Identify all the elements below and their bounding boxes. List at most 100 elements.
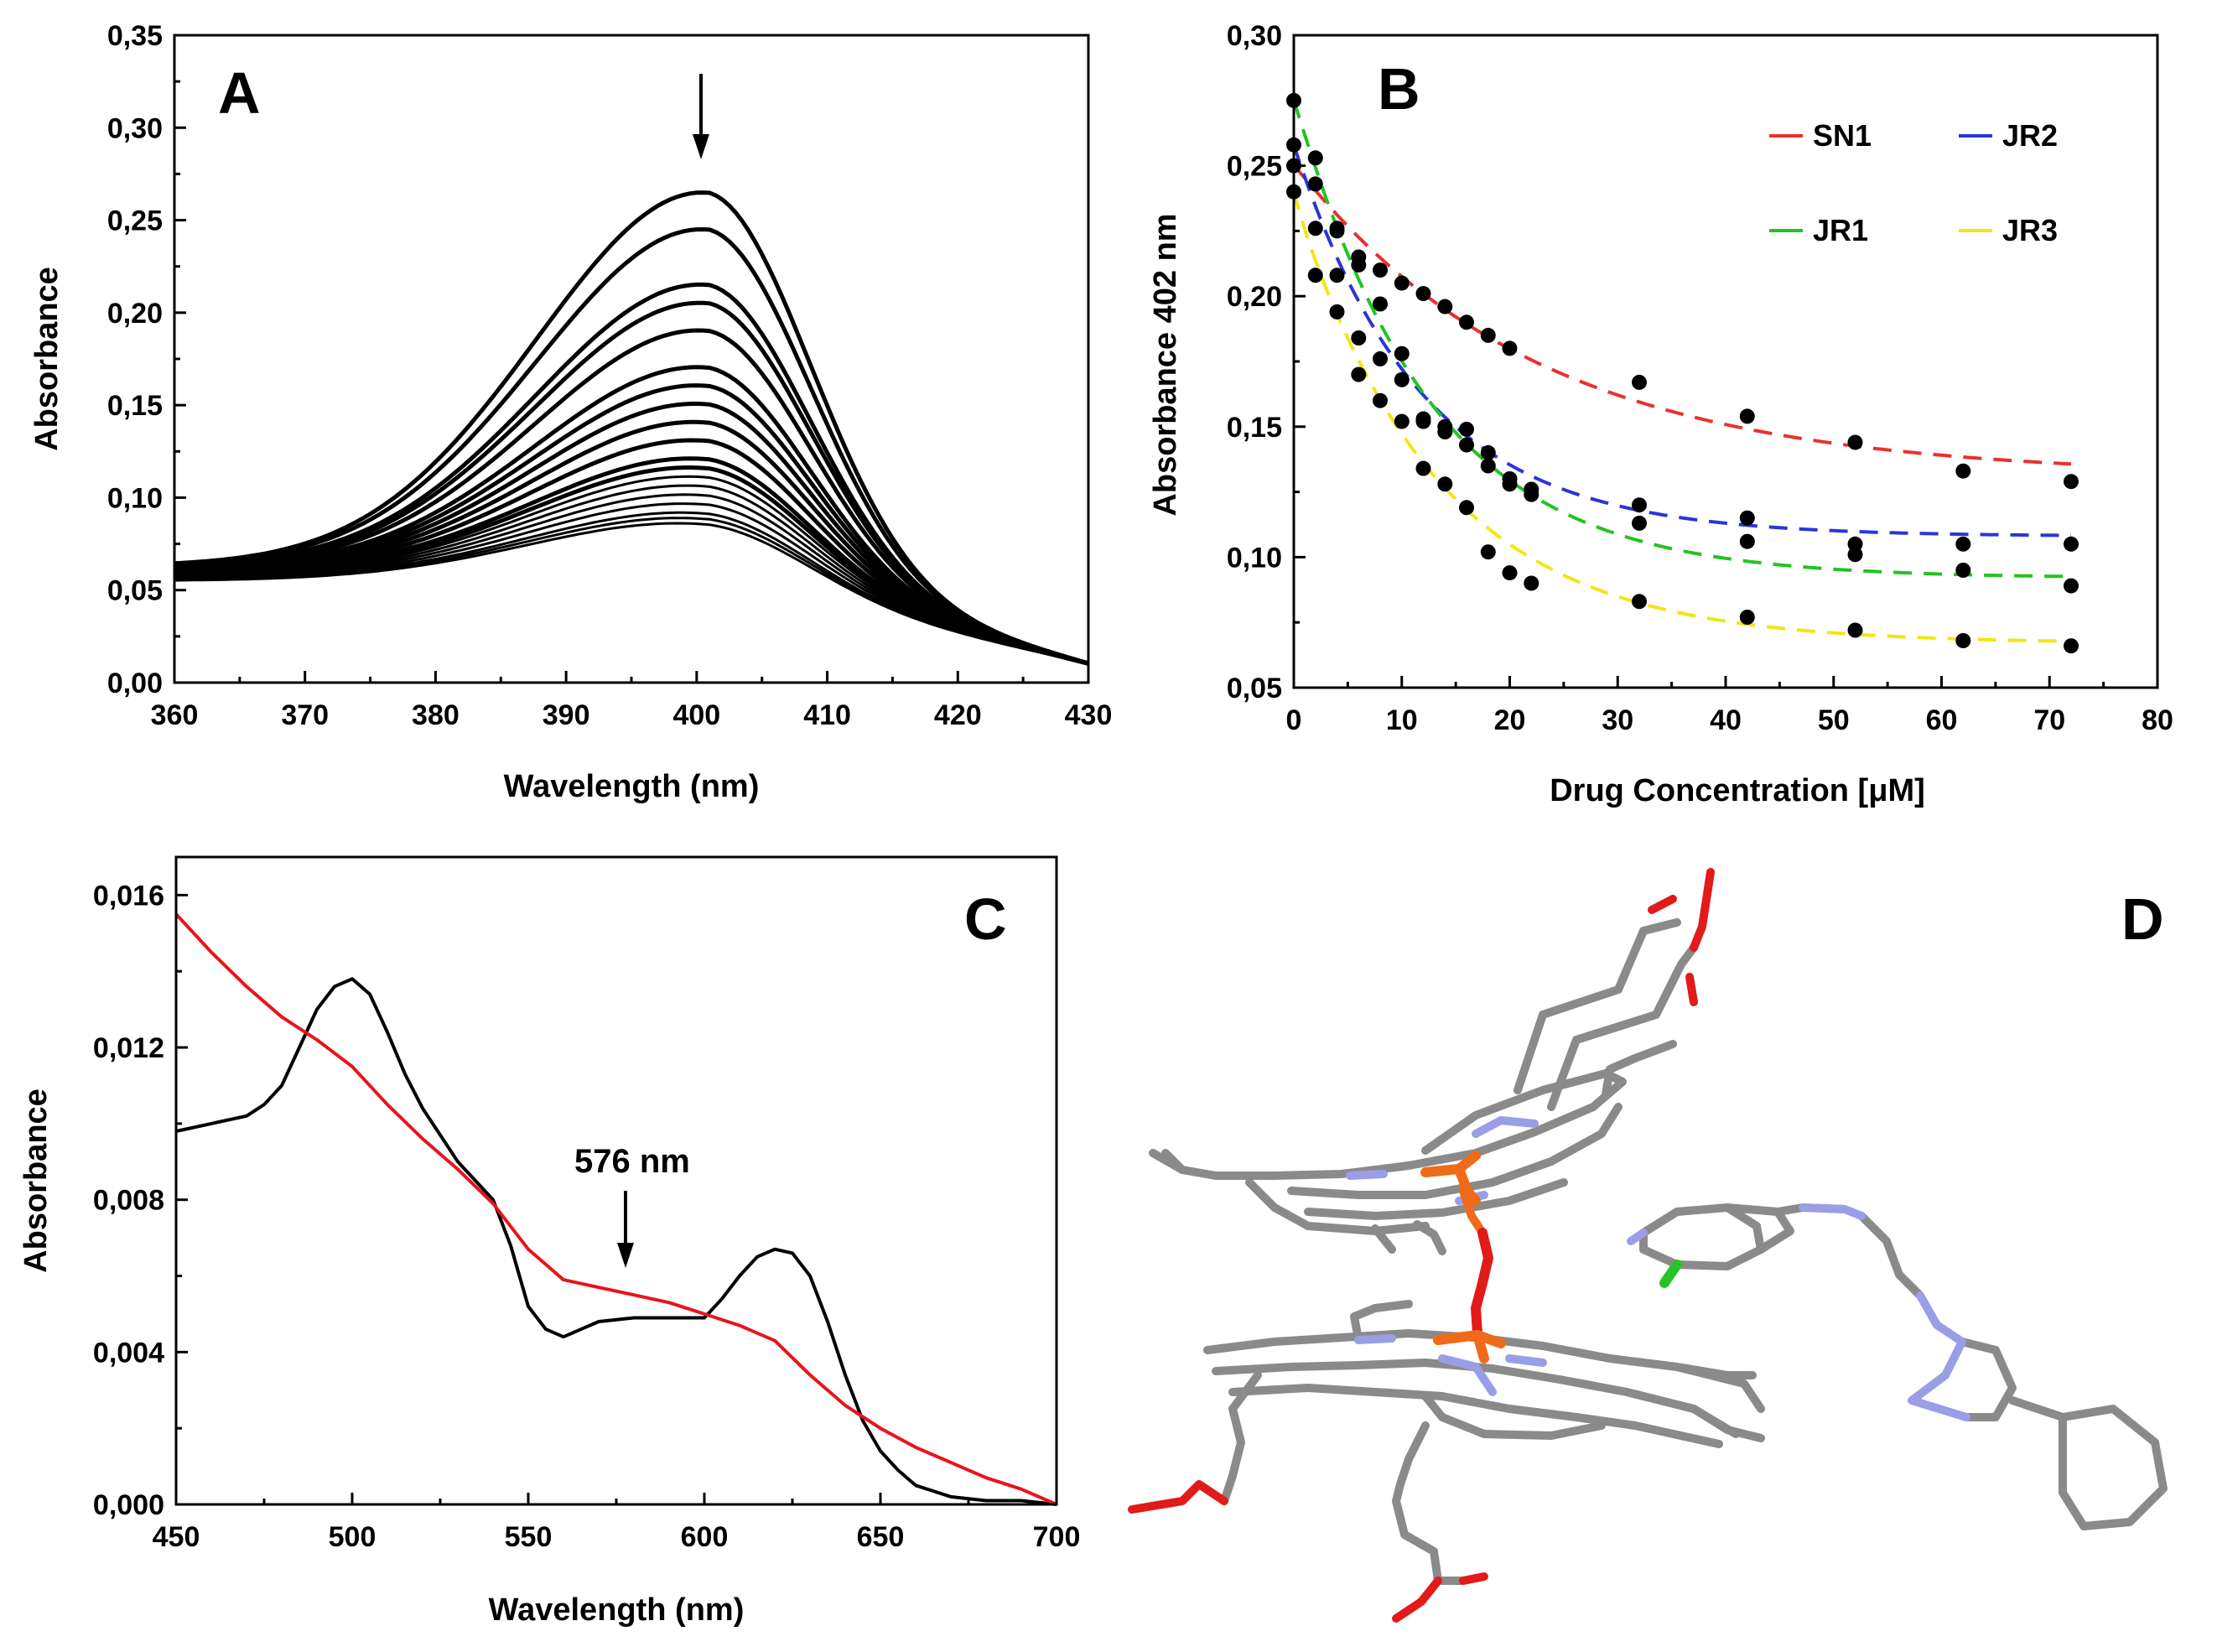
data-point-jr1 <box>1847 547 1863 563</box>
panel-b: 0 10 20 30 40 50 60 70 80 0,05 0,10 0,15 0,20 0,25 0,3… <box>1148 20 2173 808</box>
data-point-jr3 <box>1955 633 1971 648</box>
x-tick-label: 390 <box>543 699 590 731</box>
fit-curve-sn1 <box>1292 164 2072 466</box>
upper-propionate-3 <box>1602 1040 1677 1099</box>
x-tick-label: 60 <box>1926 704 1958 736</box>
lower-carbonyl-left <box>1128 1480 1228 1514</box>
data-point-jr2 <box>1847 536 1863 552</box>
y-tick-label: 0,30 <box>1227 20 1282 52</box>
data-point-jr1 <box>1351 257 1367 273</box>
panel-c-arrow-head <box>617 1243 634 1268</box>
upper-carbonyl-3 <box>1685 973 1698 1006</box>
data-point-jr3 <box>1373 392 1388 408</box>
lower-carbonyl-bottom-1 <box>1459 1572 1488 1585</box>
panel-c-frame <box>174 855 1058 1506</box>
panel-d-letter: D <box>2121 886 2164 952</box>
upper-n-2 <box>1472 1116 1539 1138</box>
upper-ring-4 <box>1245 1178 1430 1235</box>
data-point-sn1 <box>1955 463 1971 479</box>
y-tick-label: 0,25 <box>107 205 163 237</box>
data-point-jr2 <box>1955 536 1971 552</box>
data-point-jr1 <box>1307 150 1323 166</box>
data-point-jr2 <box>1480 458 1496 474</box>
panel-c-ylabel: Absorbance <box>18 1088 54 1273</box>
lower-acid-oxygens <box>1128 1480 1488 1623</box>
data-point-sn1 <box>1502 340 1518 356</box>
spectrum-line <box>174 226 1089 666</box>
oxo-bridge-oxygen <box>1471 1228 1493 1338</box>
upper-sidechain-left <box>1149 1149 1279 1180</box>
y-tick-label: 0,05 <box>107 575 163 607</box>
data-point-sn1 <box>1847 434 1863 450</box>
x-tick-label: 410 <box>803 699 851 731</box>
data-point-sn1 <box>1480 327 1496 343</box>
spectrum-black <box>175 977 1057 1506</box>
lower-n-1 <box>1354 1334 1396 1344</box>
lower-carbonyl-bottom-2 <box>1392 1577 1442 1623</box>
lower-porphyrin <box>1203 1300 1765 1585</box>
legend-jr3-label: JR3 <box>2002 213 2058 247</box>
panel-a-frame <box>173 34 1090 684</box>
spectrum-line <box>174 465 1089 666</box>
drug-molecule <box>1639 1203 2168 1530</box>
data-point-sn1 <box>1307 176 1323 192</box>
x-tick-label: 360 <box>151 699 199 731</box>
y-tick-label: 0,20 <box>107 298 163 330</box>
x-tick-label: 0 <box>1286 704 1302 736</box>
data-point-jr3 <box>1632 594 1647 610</box>
quinoline-n <box>1627 1229 1648 1245</box>
data-point-jr1 <box>2064 578 2079 594</box>
x-tick-label: 380 <box>412 699 459 731</box>
x-tick-label: 370 <box>281 699 329 731</box>
y-tick-label: 0,30 <box>107 112 163 144</box>
spectrum-line <box>174 300 1089 666</box>
x-tick-label: 430 <box>1065 699 1113 731</box>
panel-b-plot <box>1286 92 2079 654</box>
panel-a-xlabel: Wavelength (nm) <box>504 769 760 804</box>
data-point-jr2 <box>1329 268 1345 283</box>
data-point-jr3 <box>1847 622 1863 638</box>
spectrum-line <box>174 511 1089 665</box>
panel-a-ticks: 360 370 380 390 400 410 420 430 0,00 0,05 0,10 0,15… <box>107 20 1113 731</box>
linker-chain <box>1857 1212 1924 1300</box>
upper-propionate-2 <box>1547 943 1698 1111</box>
lower-ring-2 <box>1212 1358 1740 1438</box>
panel-a-peak-arrow <box>693 74 709 159</box>
data-point-jr3 <box>1437 476 1453 492</box>
molecule-structure <box>1128 868 2168 1623</box>
data-point-sn1 <box>1437 299 1453 314</box>
panel-b-frame <box>1292 34 2159 689</box>
data-point-jr3 <box>1329 304 1345 319</box>
data-point-sn1 <box>1373 262 1388 278</box>
x-tick-label: 550 <box>505 1521 553 1553</box>
y-tick-label: 0,05 <box>1227 673 1282 704</box>
x-tick-label: 50 <box>1818 704 1850 736</box>
data-point-jr1 <box>1955 563 1971 578</box>
y-tick-label: 0,35 <box>107 20 163 52</box>
fit-curve-jr2 <box>1292 144 2072 538</box>
lower-iron-bonds-2 <box>1472 1330 1489 1364</box>
lower-iron-center <box>1433 1330 1506 1364</box>
x-tick-label: 40 <box>1710 704 1742 736</box>
triazole-n <box>1908 1291 1970 1421</box>
data-point-sn1 <box>2064 474 2079 490</box>
y-tick-label: 0,25 <box>1227 151 1282 183</box>
panel-a-plot <box>174 190 1089 666</box>
spectrum-line <box>174 522 1089 665</box>
upper-acid-oxygens <box>1648 868 1715 1006</box>
spectrum-line <box>174 502 1089 665</box>
y-tick-label: 0,00 <box>107 668 163 699</box>
data-point-jr1 <box>1502 476 1518 492</box>
y-tick-label: 0,004 <box>93 1337 164 1369</box>
data-point-jr3 <box>1415 460 1431 476</box>
x-tick-label: 650 <box>857 1521 905 1553</box>
phenyl-link <box>2008 1396 2067 1421</box>
lower-propionate-left <box>1220 1371 1262 1505</box>
data-point-jr2 <box>1307 221 1323 236</box>
data-point-jr1 <box>1632 497 1647 513</box>
oxo-bridge-upper <box>1459 1187 1487 1237</box>
legend-jr1-label: JR1 <box>1813 213 1868 247</box>
panel-c-xlabel: Wavelength (nm) <box>489 1592 745 1628</box>
panel-a-ylabel: Absorbance <box>29 267 65 451</box>
